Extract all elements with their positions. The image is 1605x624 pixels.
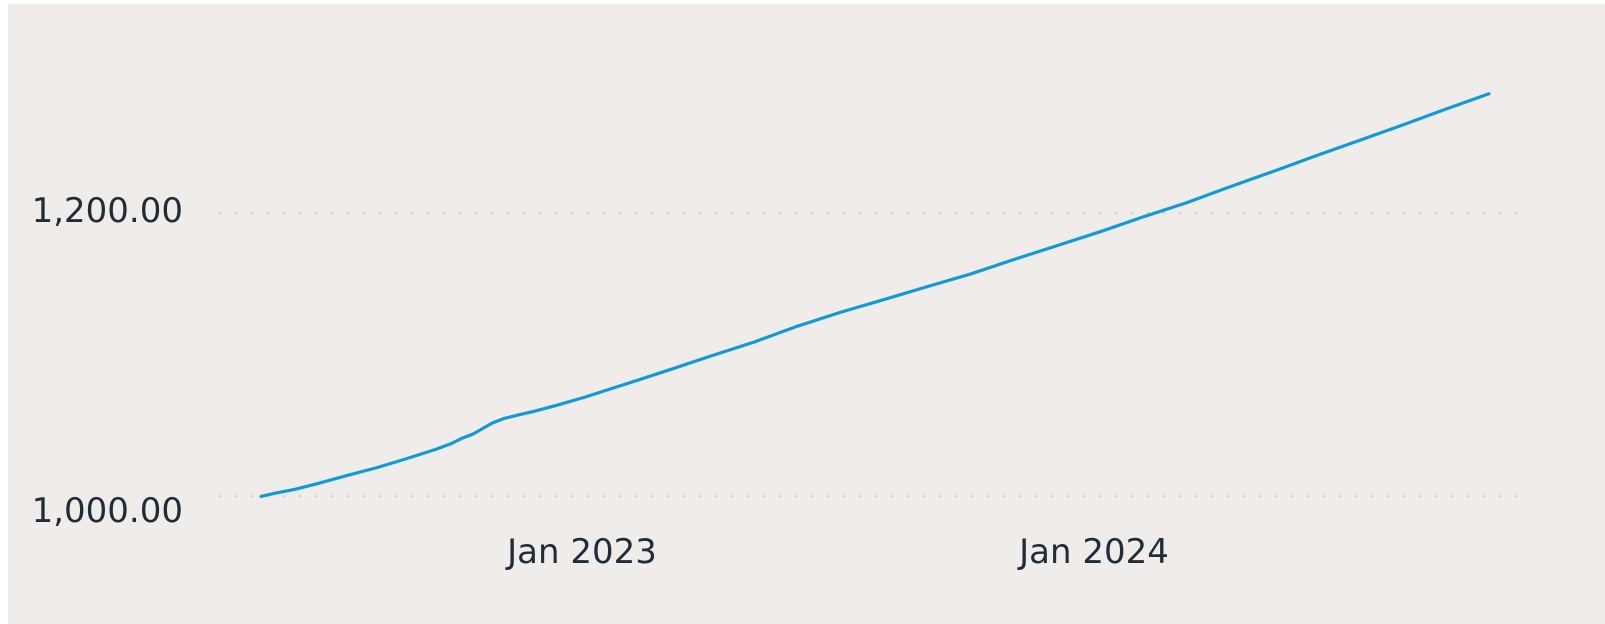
x-tick-label-jan-2023: Jan 2023 <box>505 532 657 572</box>
y-axis-labels: 1,000.00 1,200.00 <box>32 191 183 531</box>
line-chart: 1,000.00 1,200.00 Jan 2023 Jan 2024 <box>32 92 1520 572</box>
x-axis-labels: Jan 2023 Jan 2024 <box>505 532 1169 572</box>
y-tick-label-1200: 1,200.00 <box>32 191 183 231</box>
series-line-0 <box>259 92 1491 498</box>
chart-frame: 1,000.00 1,200.00 Jan 2023 Jan 2024 <box>8 4 1605 624</box>
series-layer <box>259 92 1491 498</box>
y-tick-label-1000: 1,000.00 <box>32 491 183 531</box>
x-tick-label-jan-2024: Jan 2024 <box>1017 532 1169 572</box>
gridlines <box>218 211 1520 498</box>
